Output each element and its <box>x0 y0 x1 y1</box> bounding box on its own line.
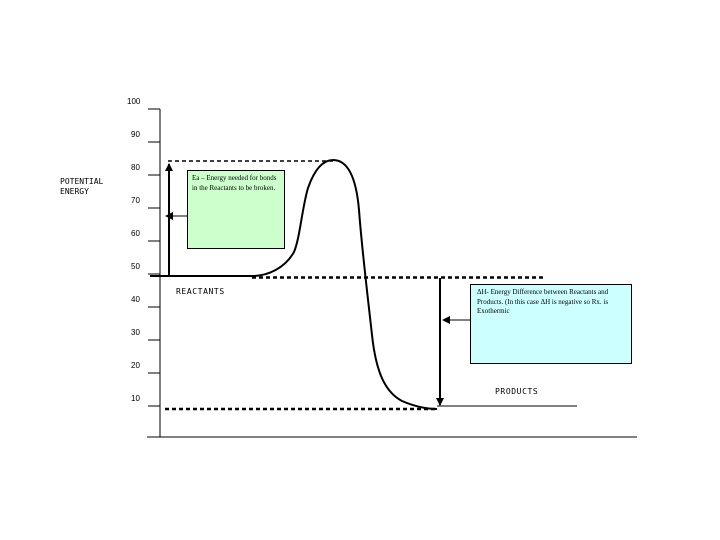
reaction-energy-curve <box>168 158 438 410</box>
activation-energy-text: Ea – Energy needed for bonds in the Reac… <box>192 174 277 192</box>
y-tick-label: 60 <box>131 229 140 238</box>
y-axis-title-line-1: POTENTIAL <box>60 177 104 186</box>
y-tick-label: 90 <box>131 130 140 139</box>
enthalpy-change-text: ΔH- Energy Difference between Reactants … <box>477 288 609 316</box>
y-tick-label: 30 <box>131 328 140 337</box>
y-tick-label: 50 <box>131 262 140 271</box>
y-tick-label: 20 <box>131 361 140 370</box>
y-axis-title-line-2: ENERGY <box>60 187 89 196</box>
y-tick-label: 10 <box>131 394 140 403</box>
y-tick-label: 70 <box>131 196 140 205</box>
y-axis-ticks: 100 90 80 70 60 50 40 30 20 10 <box>127 97 160 407</box>
enthalpy-change-note: ΔH- Energy Difference between Reactants … <box>470 284 632 364</box>
products-label: PRODUCTS <box>495 387 538 396</box>
y-tick-label: 40 <box>131 295 140 304</box>
reactants-label: REACTANTS <box>176 287 225 296</box>
activation-energy-note: Ea – Energy needed for bonds in the Reac… <box>187 170 285 249</box>
y-tick-label: 80 <box>131 163 140 172</box>
y-tick-label: 100 <box>127 97 141 106</box>
